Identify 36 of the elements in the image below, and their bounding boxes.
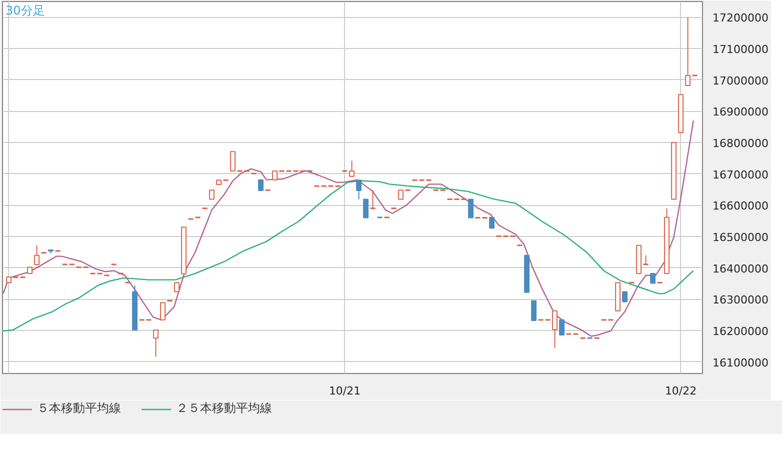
- x-tick-label: 10/21: [328, 384, 361, 398]
- candlestick: [622, 291, 628, 302]
- candlestick: [230, 151, 236, 172]
- candlestick: [153, 329, 159, 358]
- candlestick: [531, 300, 537, 322]
- y-tick-label: 16300000: [712, 294, 768, 307]
- candlestick: [370, 190, 376, 210]
- y-tick-label: 17000000: [712, 74, 768, 88]
- y-tick-label: 16100000: [712, 356, 768, 370]
- candlestick: [363, 198, 369, 218]
- candlestick: [356, 180, 362, 200]
- candlestick: [34, 244, 40, 265]
- y-tick-label: 16500000: [712, 231, 768, 244]
- candlestick: [489, 216, 495, 229]
- y-tick-label: 16400000: [712, 262, 768, 276]
- y-tick-label: 16200000: [712, 325, 768, 338]
- chart-title: 30分足: [6, 4, 45, 18]
- candlestick: [160, 302, 166, 320]
- candlestick: [174, 282, 180, 292]
- x-tick-label: 10/22: [664, 384, 697, 398]
- candlestick: [398, 190, 404, 200]
- y-tick-label: 16800000: [712, 137, 768, 150]
- y-tick-label: 16600000: [712, 200, 768, 213]
- candlestick: [209, 190, 215, 200]
- y-tick-label: 17200000: [712, 12, 768, 25]
- candlestick: [685, 16, 691, 86]
- legend-label: ２５本移動平均線: [176, 400, 272, 417]
- legend-label: ５本移動平均線: [37, 400, 121, 417]
- candlestick: [650, 273, 656, 284]
- y-tick-label: 16700000: [712, 168, 768, 182]
- y-tick-label: 16900000: [712, 106, 768, 119]
- y-tick-label: 17100000: [712, 43, 768, 56]
- candlestick: [559, 319, 565, 336]
- candlestick: [258, 179, 264, 191]
- candlestick: [468, 198, 474, 218]
- candlestick: [642, 254, 650, 266]
